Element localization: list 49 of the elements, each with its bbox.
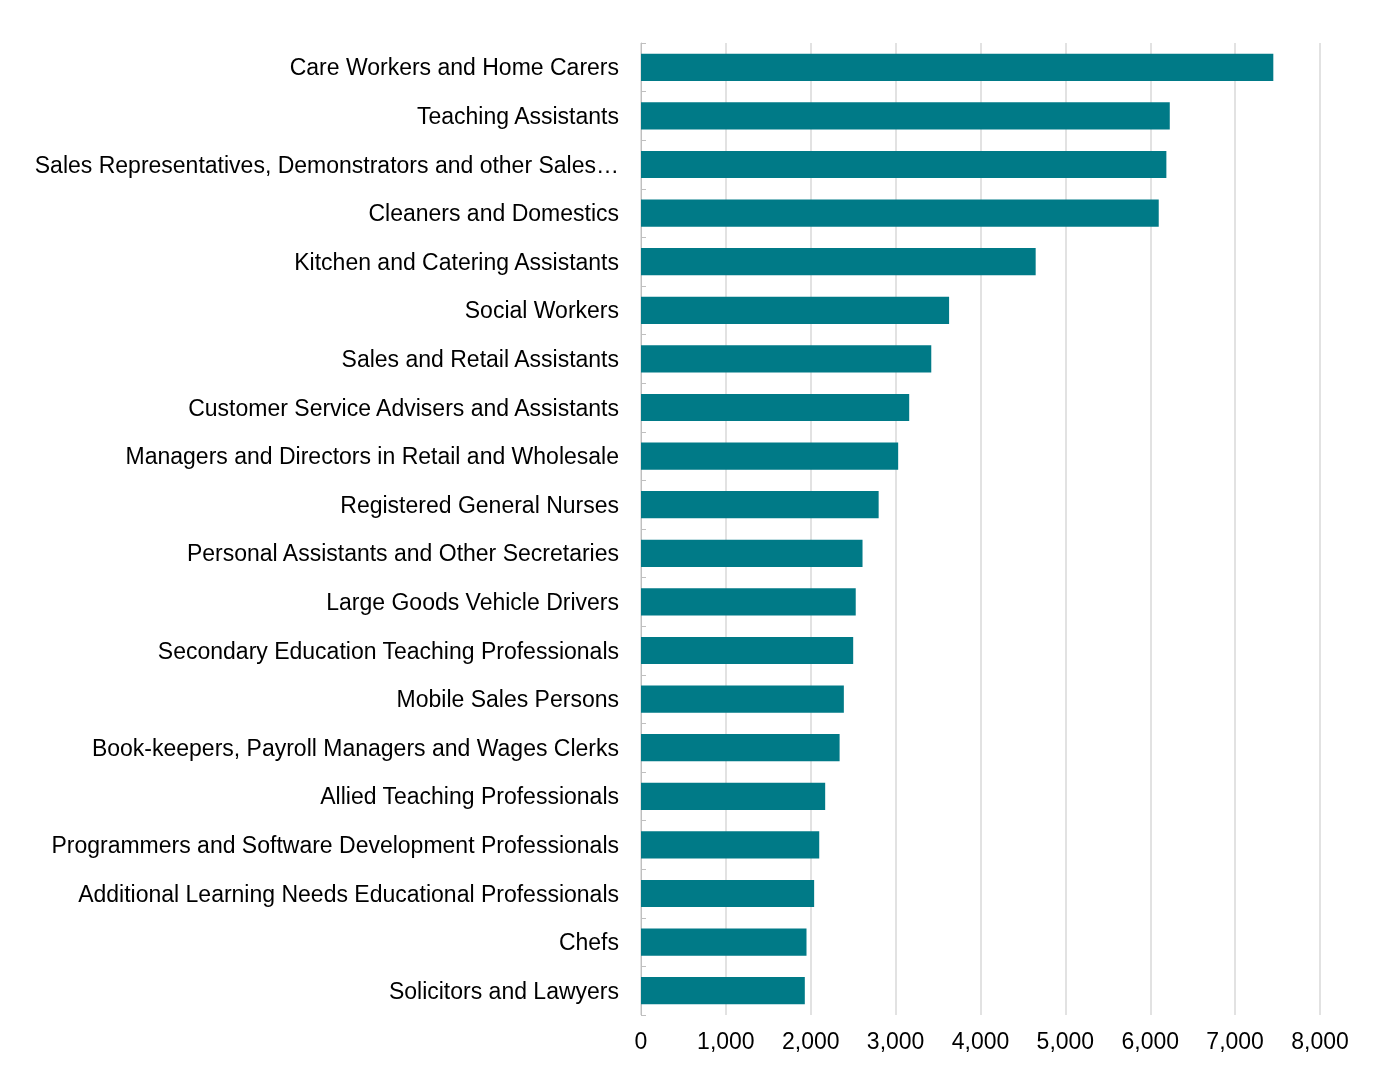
y-tick-label: Chefs	[558, 929, 619, 956]
x-tick-label: 1,000	[697, 1027, 755, 1054]
y-tick-label: Solicitors and Lawyers	[388, 977, 619, 1004]
y-tick-label: Kitchen and Catering Assistants	[294, 248, 619, 275]
bar	[641, 685, 844, 713]
y-tick-label: Mobile Sales Persons	[396, 686, 619, 713]
bar	[641, 150, 1167, 179]
y-tick-label: Managers and Directors in Retail and Wholesale	[125, 443, 619, 470]
bar	[641, 588, 856, 616]
bar	[641, 53, 1274, 81]
bar	[641, 977, 805, 1005]
x-tick-label: 2,000	[781, 1027, 840, 1054]
bar	[641, 928, 807, 956]
bar	[641, 491, 879, 519]
y-tick-label: Personal Assistants and Other Secretaries	[186, 540, 619, 567]
y-tick-label: Sales Representatives, Demonstrators and other Sales…	[34, 151, 619, 178]
bar	[641, 442, 899, 470]
y-tick-label: Book-keepers, Payroll Managers and Wages Clerks	[91, 734, 619, 761]
y-tick-label: Teaching Assistants	[416, 102, 619, 129]
bar	[641, 199, 1159, 227]
bar	[641, 831, 820, 859]
bar	[641, 345, 932, 373]
y-tick-label: Additional Learning Needs Educational Professionals	[78, 880, 619, 907]
y-tick-label: Secondary Education Teaching Professionals	[157, 637, 619, 664]
y-tick-label: Social Workers	[464, 297, 619, 324]
bar	[641, 879, 815, 908]
bar	[641, 296, 950, 324]
x-tick-label: 7,000	[1206, 1027, 1264, 1054]
bar	[641, 248, 1036, 276]
y-tick-label: Allied Teaching Professionals	[320, 783, 619, 810]
x-tick-label: 5,000	[1036, 1027, 1095, 1054]
bar	[641, 393, 910, 422]
y-tick-label: Registered General Nurses	[340, 491, 619, 518]
bar	[641, 734, 840, 762]
x-tick-label: 4,000	[951, 1027, 1010, 1054]
bar	[641, 636, 854, 665]
x-tick-label: 8,000	[1291, 1027, 1349, 1054]
y-tick-label: Programmers and Software Development Professionals	[51, 831, 619, 858]
y-tick-label: Large Goods Vehicle Drivers	[326, 588, 619, 615]
bar	[641, 539, 863, 567]
bar	[641, 102, 1170, 130]
y-tick-label: Customer Service Advisers and Assistants	[188, 394, 619, 421]
y-tick-label: Cleaners and Domestics	[368, 200, 619, 227]
y-tick-label: Care Workers and Home Carers	[289, 54, 619, 81]
x-tick-label: 6,000	[1121, 1027, 1180, 1054]
x-tick-label: 0	[634, 1027, 648, 1054]
x-tick-label: 3,000	[866, 1027, 925, 1054]
bar	[641, 782, 826, 810]
y-tick-label: Sales and Retail Assistants	[341, 345, 619, 372]
